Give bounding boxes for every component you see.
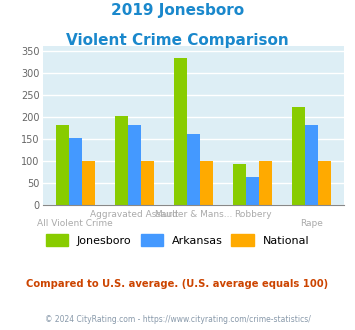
- Bar: [141, 161, 154, 205]
- Bar: [115, 116, 128, 205]
- Text: Robbery: Robbery: [234, 210, 272, 218]
- Bar: [259, 161, 272, 205]
- Bar: [305, 125, 318, 205]
- Text: © 2024 CityRating.com - https://www.cityrating.com/crime-statistics/: © 2024 CityRating.com - https://www.city…: [45, 315, 310, 324]
- Bar: [292, 107, 305, 205]
- Bar: [246, 177, 259, 205]
- Bar: [318, 161, 331, 205]
- Bar: [200, 161, 213, 205]
- Bar: [69, 138, 82, 205]
- Legend: Jonesboro, Arkansas, National: Jonesboro, Arkansas, National: [42, 230, 313, 250]
- Bar: [233, 164, 246, 205]
- Bar: [174, 58, 187, 205]
- Text: 2019 Jonesboro: 2019 Jonesboro: [111, 3, 244, 18]
- Text: Murder & Mans...: Murder & Mans...: [155, 210, 232, 218]
- Text: Violent Crime Comparison: Violent Crime Comparison: [66, 33, 289, 48]
- Text: Aggravated Assault: Aggravated Assault: [90, 210, 179, 218]
- Bar: [82, 161, 95, 205]
- Text: All Violent Crime: All Violent Crime: [37, 219, 113, 228]
- Bar: [187, 134, 200, 205]
- Text: Compared to U.S. average. (U.S. average equals 100): Compared to U.S. average. (U.S. average …: [26, 279, 329, 289]
- Text: Rape: Rape: [300, 219, 323, 228]
- Bar: [56, 125, 69, 205]
- Bar: [128, 125, 141, 205]
